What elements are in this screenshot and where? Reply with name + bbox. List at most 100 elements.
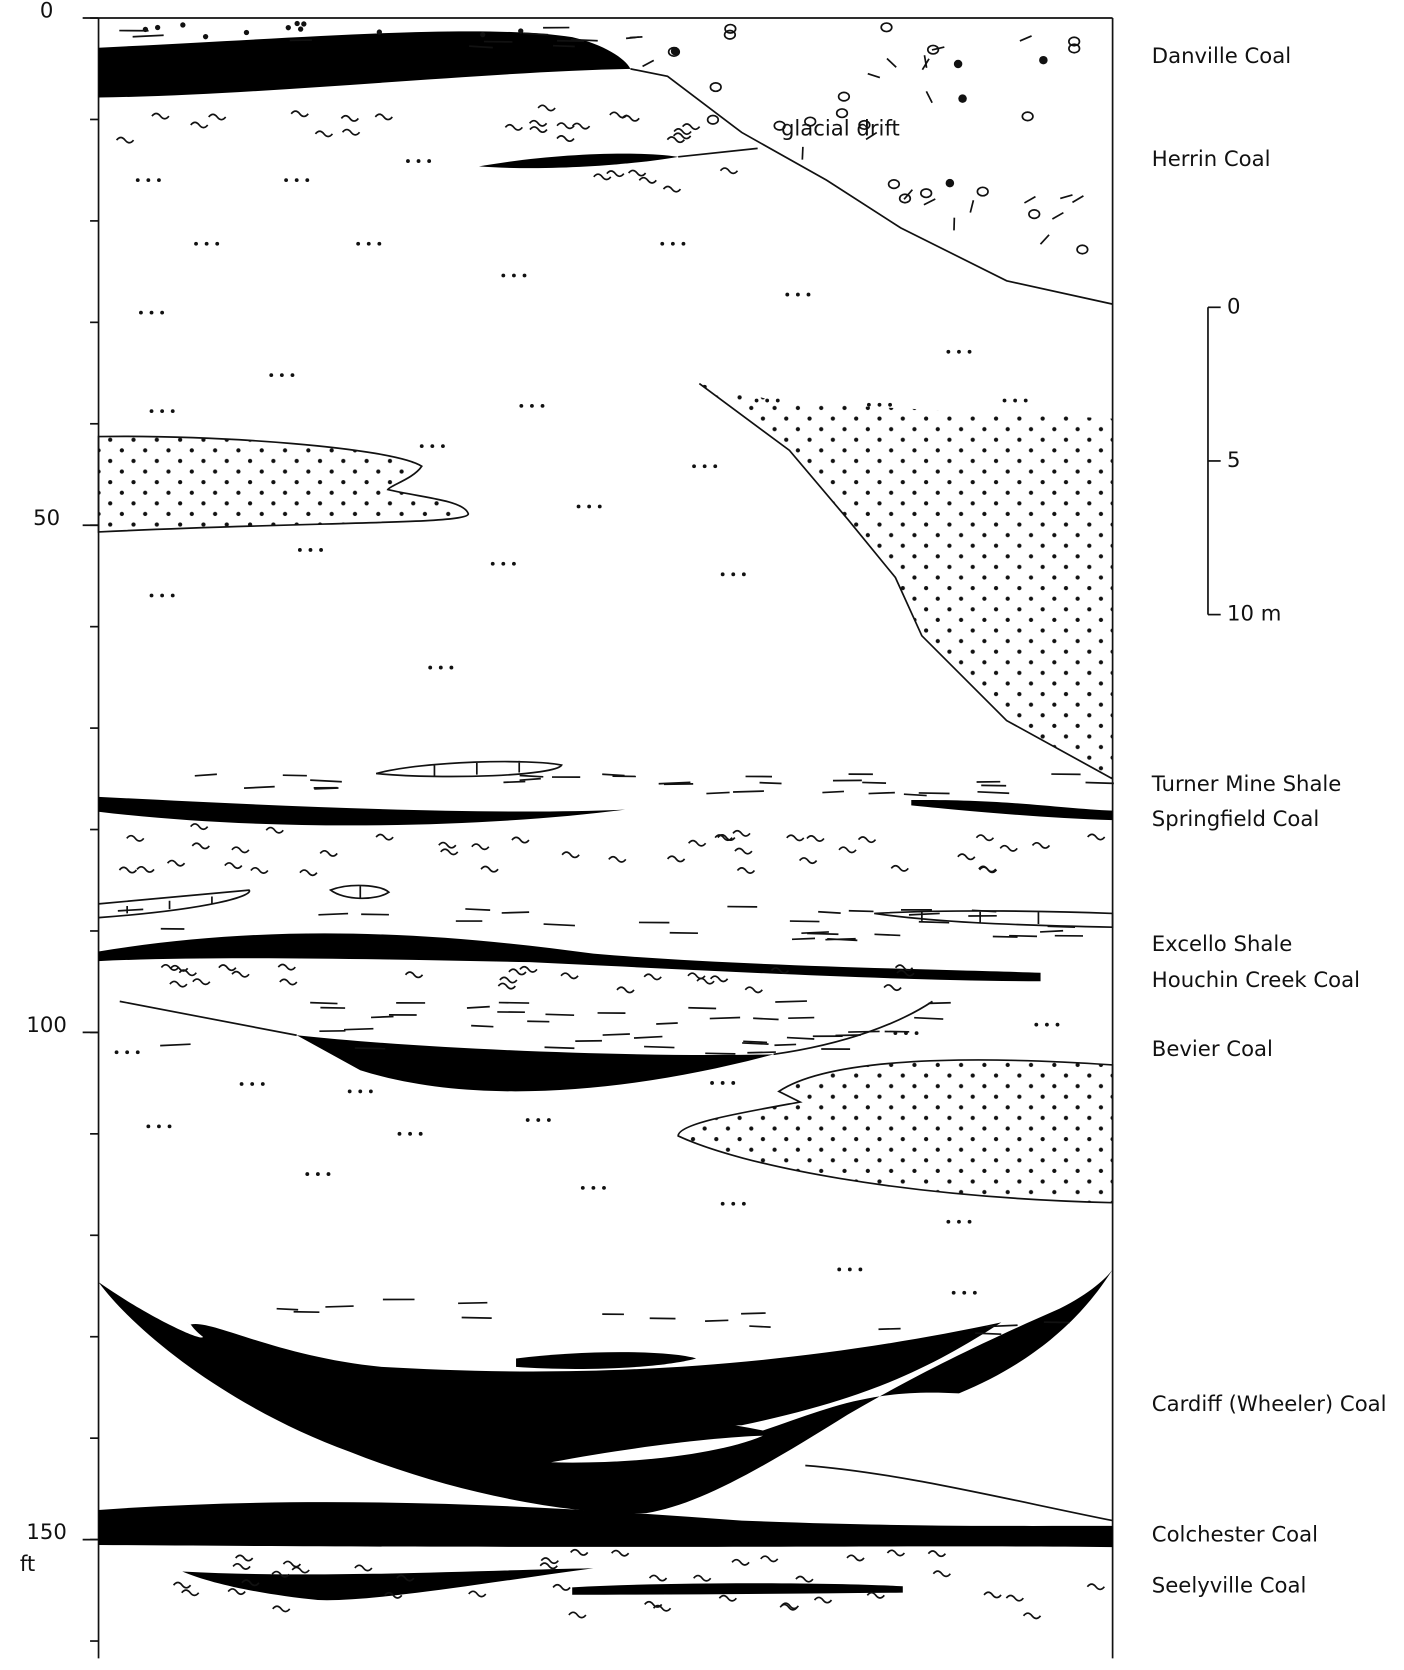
shale-dash — [310, 780, 342, 782]
shale-dash — [656, 1023, 678, 1024]
silt-dot — [136, 1050, 140, 1054]
silt-dot — [150, 311, 154, 315]
shale-dash — [244, 787, 275, 788]
shale-dash — [502, 912, 529, 913]
shale-dash — [465, 909, 490, 910]
silt-dot — [441, 444, 445, 448]
shale-dash — [774, 1044, 796, 1045]
shale-symbol — [376, 834, 393, 839]
drift-clast — [1040, 235, 1049, 244]
shale-symbol — [839, 847, 856, 852]
shale-symbol — [137, 867, 154, 872]
silt-dot — [205, 242, 209, 246]
silt-dot — [530, 404, 534, 408]
shale-symbol — [569, 1612, 586, 1617]
shale-dash — [195, 774, 217, 776]
sandstone-lens — [678, 1060, 1112, 1203]
drift-clast — [839, 92, 850, 100]
annotation: glacial drift — [781, 115, 900, 140]
shale-dash — [544, 924, 575, 926]
silt-dot — [369, 1090, 373, 1094]
coal-seam — [911, 800, 1112, 820]
silt-dot — [888, 403, 892, 407]
silt-dot — [305, 1172, 309, 1176]
shale-symbol — [884, 985, 901, 990]
shale-symbol — [530, 121, 547, 126]
shale-dash — [160, 1044, 190, 1045]
shale-dash — [520, 775, 544, 776]
shale-symbol — [439, 843, 456, 848]
silt-dot — [150, 409, 154, 413]
silt-dot — [348, 1090, 352, 1094]
drift-clast — [970, 200, 973, 212]
shale-symbol — [787, 835, 804, 840]
unit-label: Springfield Coal — [1152, 806, 1319, 831]
coal-seam — [479, 154, 678, 169]
shale-dash — [471, 1026, 493, 1027]
shale-dash — [862, 782, 886, 783]
contact — [805, 1465, 1112, 1520]
shale-dash — [1086, 782, 1114, 783]
shale-symbol — [796, 1576, 813, 1581]
shale-dash — [571, 40, 598, 41]
silt-dot — [660, 242, 664, 246]
silt-dot — [1056, 1023, 1060, 1027]
shale-symbol — [761, 1556, 778, 1561]
shale-symbol — [694, 1576, 711, 1581]
shale-symbol — [469, 1591, 486, 1596]
shale-symbol — [745, 987, 762, 992]
shale-symbol — [219, 965, 236, 970]
silt-dot — [710, 1081, 714, 1085]
shale-dash — [710, 1017, 740, 1018]
shale-symbol — [127, 836, 144, 841]
silt-dot — [755, 399, 759, 403]
tick-label: 10 m — [1227, 601, 1281, 626]
shale-dash — [458, 1303, 487, 1304]
shale-dash — [344, 1029, 373, 1030]
gravel — [301, 21, 306, 26]
shale-dash — [688, 1008, 716, 1009]
shale-dash — [874, 934, 900, 935]
shale-dash — [355, 1048, 385, 1049]
shale-dash — [928, 1003, 950, 1004]
limestone — [331, 885, 389, 898]
silt-dot — [946, 350, 950, 354]
unit-label: Turner Mine Shale — [1151, 771, 1342, 796]
gravel — [244, 30, 249, 35]
shale-symbol — [735, 848, 752, 853]
silt-dot — [721, 1081, 725, 1085]
shale-symbol — [1033, 843, 1050, 848]
silt-dot — [973, 1291, 977, 1295]
silt-dot — [742, 572, 746, 576]
shale-dash — [788, 1018, 814, 1019]
shale-symbol — [472, 844, 489, 849]
drift-boundary — [630, 69, 1112, 304]
silt-dot — [428, 666, 432, 670]
shale-symbol — [530, 127, 547, 132]
drift-clast — [710, 83, 721, 91]
silt-dot — [602, 1186, 606, 1190]
shale-symbol — [236, 1555, 253, 1560]
silt-dot — [721, 572, 725, 576]
silt-dot — [168, 1124, 172, 1128]
shale-symbol — [928, 1551, 945, 1556]
coal-seam — [99, 31, 631, 97]
silt-dot — [577, 505, 581, 509]
shale-dash — [133, 35, 164, 37]
sandstone-lens — [99, 436, 469, 532]
silt-dot — [427, 159, 431, 163]
shale-symbol — [280, 979, 297, 984]
shale-symbol — [505, 125, 522, 130]
silt-dot — [406, 159, 410, 163]
silt-dot — [765, 399, 769, 403]
shale-symbol — [1024, 1613, 1041, 1618]
shale-symbol — [117, 137, 134, 142]
shale-dash — [371, 1016, 393, 1017]
shale-symbol — [958, 854, 975, 859]
silt-dot — [157, 1124, 161, 1128]
silt-dot — [171, 594, 175, 598]
shale-symbol — [152, 113, 169, 118]
silt-dot — [682, 242, 686, 246]
silt-dot — [591, 1186, 595, 1190]
silt-dot — [125, 1050, 129, 1054]
